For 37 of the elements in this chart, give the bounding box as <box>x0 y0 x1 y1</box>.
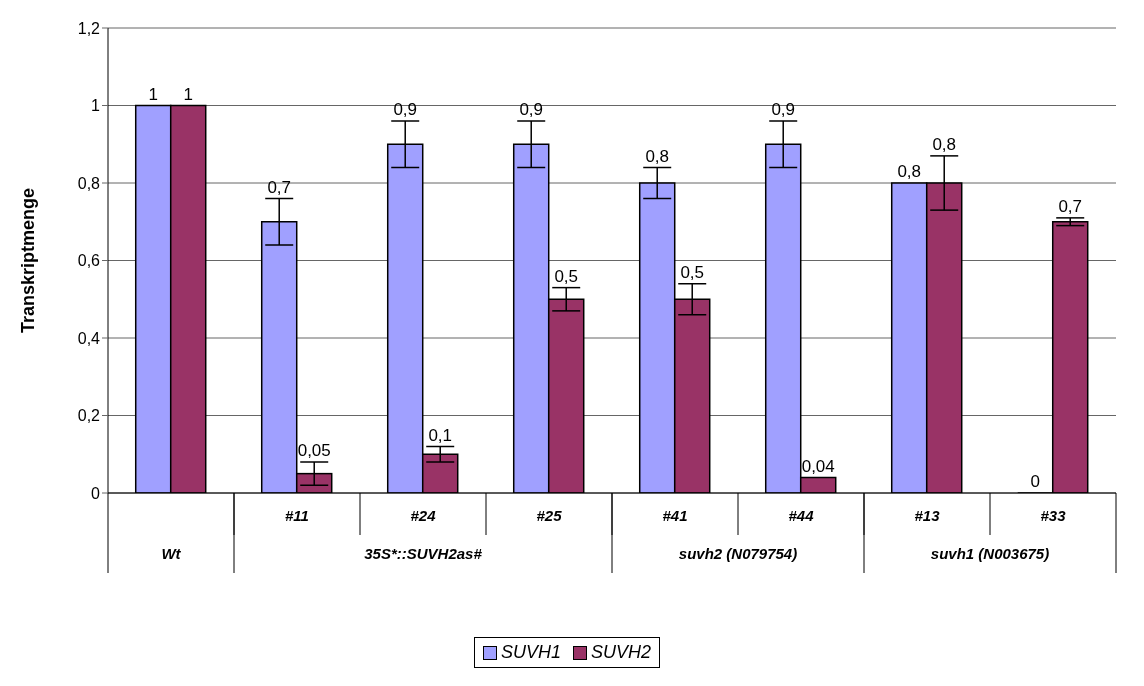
y-tick-label: 1,2 <box>77 19 101 37</box>
y-tick-label: 0 <box>91 484 101 502</box>
category-table-rules: Wt <box>107 492 181 574</box>
data-label: 1 <box>183 84 193 104</box>
data-label: 0,8 <box>645 146 670 166</box>
y-tick-label: 0,2 <box>77 407 101 425</box>
data-label: 0,7 <box>267 177 292 197</box>
data-label: 0,04 <box>801 456 835 476</box>
y-axis-title: Transkriptmenge <box>18 187 39 334</box>
y-tick-label: 0,8 <box>77 174 101 192</box>
data-label: 0,1 <box>428 425 453 445</box>
data-label: 0,8 <box>897 162 922 181</box>
data-label: 1 <box>148 84 158 104</box>
data-label: 0,8 <box>932 134 957 154</box>
category-table-rules: #24 <box>359 492 436 536</box>
data-label: 0,9 <box>771 100 796 119</box>
data-label: 0,5 <box>554 266 579 286</box>
category-table-rules: #44 <box>737 492 814 536</box>
legend-label: SUVH1 <box>499 642 561 663</box>
y-tick-label: 0,6 <box>77 252 101 270</box>
x-tick-label: #24 <box>410 507 437 524</box>
data-label: 0,5 <box>680 262 705 282</box>
data-label: 0,9 <box>393 100 418 119</box>
x-tick-label: #33 <box>1040 507 1067 524</box>
data-label: 0,05 <box>297 441 331 460</box>
data-label: 0,9 <box>519 100 544 119</box>
x-tick-label: #11 <box>285 507 309 524</box>
x-tick-label: #41 <box>662 507 688 524</box>
y-tick-label: 1 <box>91 97 101 115</box>
data-label: 0,7 <box>1058 196 1083 216</box>
y-tick-label: 0,4 <box>77 329 101 347</box>
x-tick-label: #13 <box>914 507 941 524</box>
x-tick-label: #44 <box>788 507 815 524</box>
data-label: 0 <box>1030 472 1040 491</box>
legend-label: SUVH2 <box>590 642 652 663</box>
category-table-rules: #25 <box>485 492 562 536</box>
x-tick-label: #25 <box>536 507 563 524</box>
